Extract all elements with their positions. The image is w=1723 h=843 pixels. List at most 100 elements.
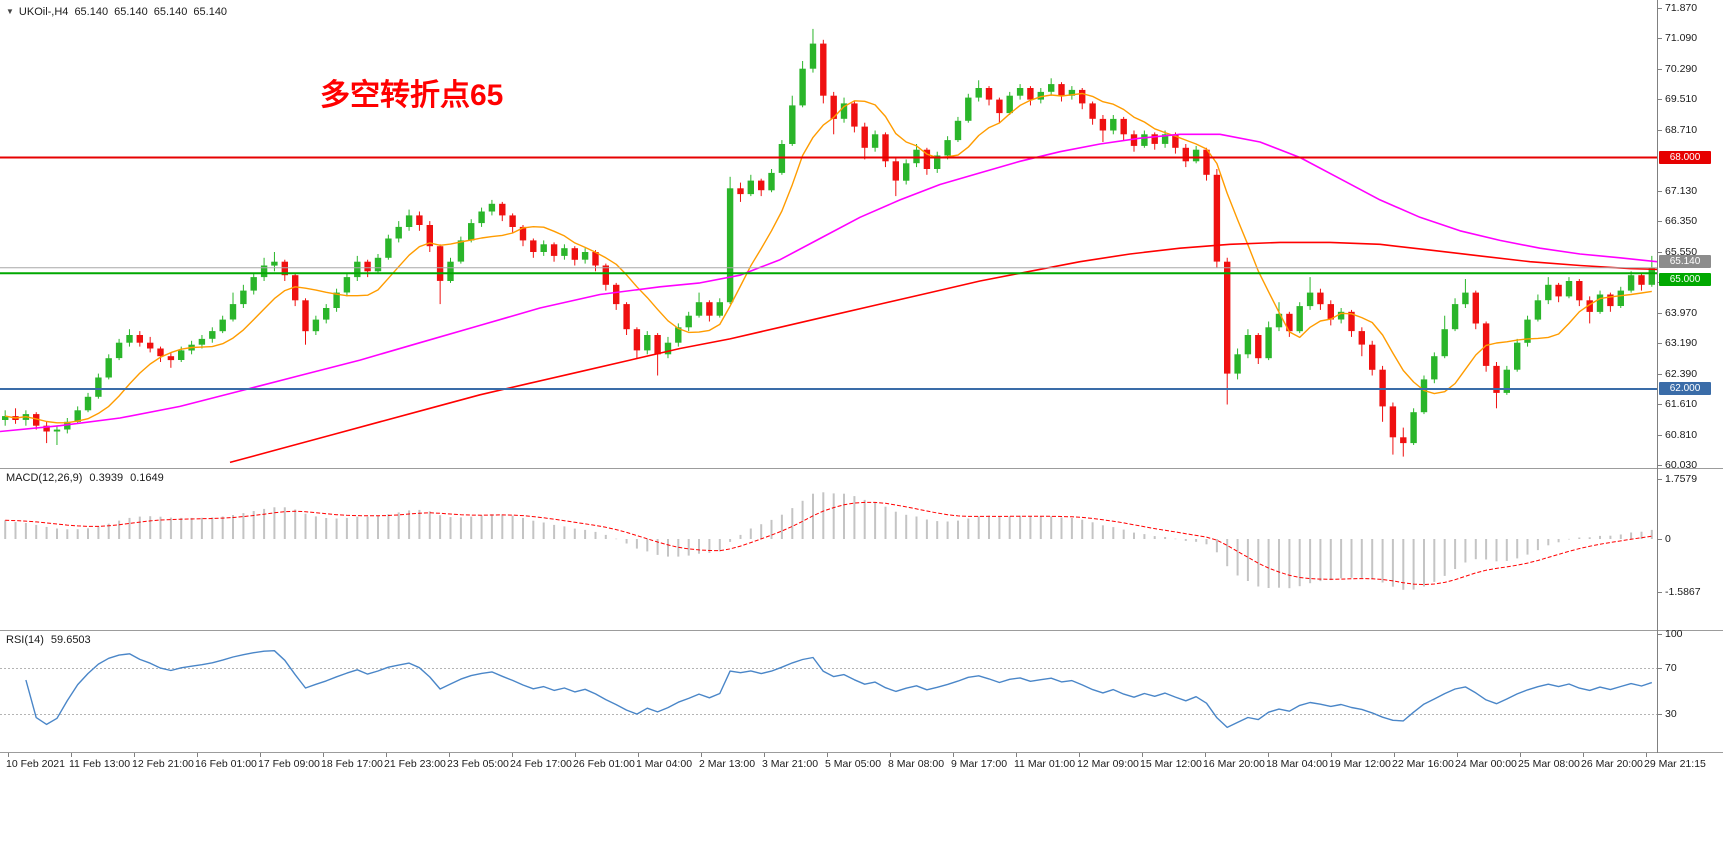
time-tick-mark <box>512 753 513 757</box>
price-tick-mark <box>1658 37 1662 39</box>
price-tick-label: 67.130 <box>1665 184 1698 197</box>
time-axis-label: 16 Feb 01:00 <box>195 758 257 770</box>
moving-averages <box>0 92 1657 464</box>
candlesticks <box>2 28 1655 457</box>
time-axis-label: 29 Mar 21:15 <box>1644 758 1706 770</box>
slow-ma-line <box>229 241 1657 464</box>
symbol-info[interactable]: ▼ UKOil-,H4 65.140 65.140 65.140 65.140 <box>6 6 227 18</box>
time-scale[interactable]: 10 Feb 2021 11 Feb 13:00 12 Feb 21:00 16 Fe… <box>0 753 1723 843</box>
macd-histogram <box>4 492 1653 590</box>
time-tick-mark <box>1205 753 1206 757</box>
time-tick-mark <box>1646 753 1647 757</box>
time-axis-label: 16 Mar 20:00 <box>1203 758 1265 770</box>
symbol-period-label: UKOil-,H4 <box>18 6 69 18</box>
time-axis-label: 1 Mar 04:00 <box>636 758 693 770</box>
macd-signal <box>5 501 1652 586</box>
rsi-name: RSI(14) <box>6 634 44 646</box>
ohlc-open: 65.140 <box>74 6 109 18</box>
price-tick-label: 65.550 <box>1665 245 1698 258</box>
main-price-chart[interactable] <box>0 0 1657 467</box>
price-tick-label: 61.610 <box>1665 397 1698 410</box>
price-tick-label: 62.390 <box>1665 367 1698 380</box>
rsi-value: 59.6503 <box>50 634 91 646</box>
price-tick-mark <box>1658 190 1662 192</box>
macd-scale[interactable]: 1.7579 0 -1.5867 <box>1658 469 1723 630</box>
time-tick-mark <box>1079 753 1080 757</box>
macd-signal-line <box>5 501 1652 586</box>
time-axis-label: 22 Mar 16:00 <box>1392 758 1454 770</box>
macd-value-main: 0.3939 <box>89 472 124 484</box>
panel-separator[interactable] <box>0 630 1723 631</box>
price-tick-mark <box>1658 312 1662 314</box>
price-scale-divider <box>1657 0 1658 753</box>
time-tick-mark <box>449 753 450 757</box>
rsi-tick-mark <box>1658 714 1662 715</box>
price-tick-mark <box>1658 342 1662 344</box>
time-tick-mark <box>638 753 639 757</box>
time-tick-mark <box>1016 753 1017 757</box>
rsi-scale[interactable]: 100 70 30 <box>1658 627 1723 752</box>
price-tick-label: 60.030 <box>1665 458 1698 471</box>
macd-tick-label: 1.7579 <box>1665 472 1698 485</box>
ohlc-low: 65.140 <box>153 6 188 18</box>
rsi-tick-label: 30 <box>1665 708 1677 720</box>
time-axis-label: 17 Feb 09:00 <box>258 758 320 770</box>
macd-tick-mark <box>1658 478 1662 480</box>
symbol-dropdown-icon[interactable]: ▼ <box>6 7 14 16</box>
time-tick-mark <box>701 753 702 757</box>
time-tick-mark <box>953 753 954 757</box>
price-tick-mark <box>1658 98 1662 100</box>
macd-tick-mark <box>1658 538 1662 540</box>
time-axis-label: 23 Feb 05:00 <box>447 758 509 770</box>
time-tick-mark <box>1457 753 1458 757</box>
price-tick-mark <box>1658 251 1662 253</box>
price-scale[interactable]: 71.870 71.090 70.290 69.510 68.710 67.130 66.3… <box>1658 0 1723 471</box>
panel-separator[interactable] <box>0 752 1723 753</box>
time-tick-mark <box>575 753 576 757</box>
price-tick-mark <box>1658 464 1662 466</box>
time-tick-mark <box>323 753 324 757</box>
price-tick-mark <box>1658 403 1662 405</box>
price-tick-mark <box>1658 220 1662 222</box>
time-axis-label: 24 Mar 00:00 <box>1455 758 1517 770</box>
time-tick-mark <box>386 753 387 757</box>
pivot-price-badge: 65.000 <box>1659 272 1711 286</box>
time-axis-label: 21 Feb 23:00 <box>384 758 446 770</box>
price-tick-mark <box>1658 7 1662 9</box>
horizontal-level-lines <box>0 156 1657 390</box>
macd-indicator-label: MACD(12,26,9) 0.3939 0.1649 <box>6 472 164 484</box>
time-axis-label: 11 Feb 13:00 <box>69 758 131 770</box>
price-tick-label: 70.290 <box>1665 62 1698 75</box>
rsi-tick-mark <box>1658 633 1662 635</box>
rsi-tick-label: 100 <box>1665 627 1683 640</box>
time-tick-mark <box>1583 753 1584 757</box>
fast-ma-line <box>5 92 1652 424</box>
time-tick-mark <box>134 753 135 757</box>
price-tick-label: 69.510 <box>1665 92 1698 105</box>
time-axis-label: 19 Mar 12:00 <box>1329 758 1391 770</box>
macd-tick-mark <box>1658 592 1662 594</box>
time-tick-mark <box>1268 753 1269 757</box>
time-axis-label: 12 Mar 09:00 <box>1077 758 1139 770</box>
time-axis-label: 24 Feb 17:00 <box>510 758 572 770</box>
macd-panel[interactable] <box>0 469 1657 629</box>
time-tick-mark <box>8 753 9 757</box>
rsi-level-lines <box>0 668 1657 715</box>
time-axis-label: 3 Mar 21:00 <box>762 758 819 770</box>
panel-separator[interactable] <box>0 468 1723 469</box>
ohlc-high: 65.140 <box>114 6 148 18</box>
mid-ma-line <box>0 133 1657 433</box>
macd-tick-label: -1.5867 <box>1665 586 1701 599</box>
price-tick-label: 71.090 <box>1665 31 1698 44</box>
time-tick-mark <box>71 753 72 757</box>
rsi-panel[interactable] <box>0 631 1657 752</box>
price-tick-label: 66.350 <box>1665 214 1698 227</box>
rsi-indicator-label: RSI(14) 59.6503 <box>6 634 91 646</box>
time-axis-label: 15 Mar 12:00 <box>1140 758 1202 770</box>
chart-annotation: 多空转折点65 <box>320 79 504 112</box>
time-axis-label: 8 Mar 08:00 <box>888 758 945 770</box>
time-axis-label: 12 Feb 21:00 <box>132 758 194 770</box>
time-tick-mark <box>827 753 828 757</box>
support-price-badge: 62.000 <box>1659 382 1711 395</box>
macd-name: MACD(12,26,9) <box>6 472 83 484</box>
